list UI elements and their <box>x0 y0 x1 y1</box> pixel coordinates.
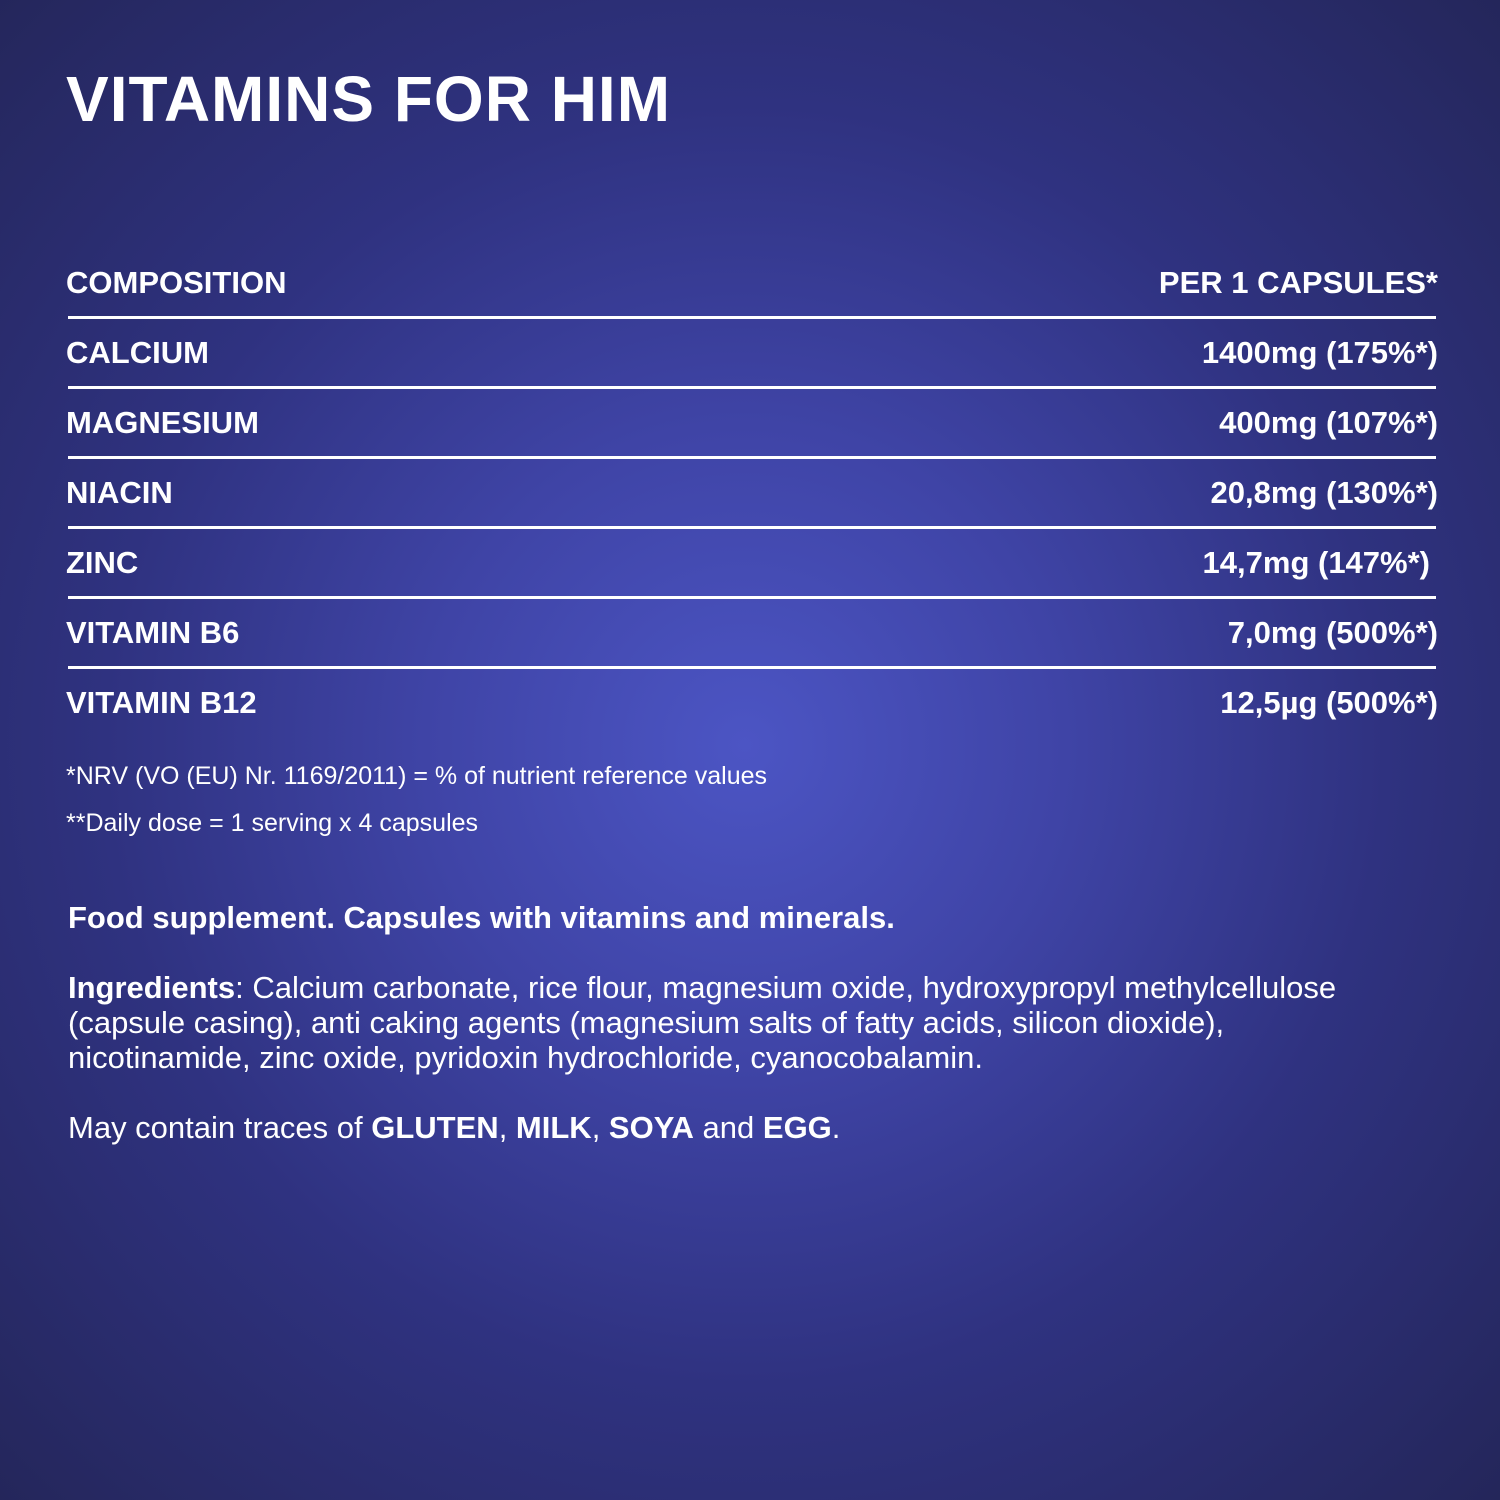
table-row: VITAMIN B12 12,5µg (500%*) <box>66 669 1438 736</box>
table-row: MAGNESIUM 400mg (107%*) <box>66 389 1438 456</box>
nutrient-amount: 20,8mg (130%*) <box>1210 474 1438 510</box>
divider <box>68 666 1436 669</box>
nutrient-name: VITAMIN B12 <box>66 684 257 720</box>
composition-table: COMPOSITION PER 1 CAPSULES* CALCIUM 1400m… <box>66 250 1438 736</box>
footnotes: *NRV (VO (EU) Nr. 1169/2011) = % of nutr… <box>66 762 767 856</box>
separator: , <box>591 1110 609 1145</box>
separator: , <box>498 1110 516 1145</box>
nutrient-amount: 14,7mg (147%*) <box>1202 544 1430 580</box>
ingredients-colon: : <box>235 970 244 1005</box>
divider <box>68 456 1436 459</box>
table-row: NIACIN 20,8mg (130%*) <box>66 459 1438 526</box>
divider <box>68 526 1436 529</box>
table-row: VITAMIN B6 7,0mg (500%*) <box>66 599 1438 666</box>
nutrient-name: VITAMIN B6 <box>66 614 240 650</box>
nutrient-amount: 1400mg (175%*) <box>1201 334 1438 370</box>
separator: and <box>693 1110 763 1145</box>
nrv-note: *NRV (VO (EU) Nr. 1169/2011) = % of nutr… <box>66 762 768 790</box>
divider <box>68 316 1436 319</box>
allergen-soya: SOYA <box>608 1110 694 1145</box>
page-title: VITAMINS FOR HIM <box>66 63 671 135</box>
table-row: ZINC 14,7mg (147%*) <box>66 529 1438 596</box>
header-per-capsule: PER 1 CAPSULES* <box>1158 265 1438 300</box>
divider <box>68 386 1436 389</box>
product-info: Food supplement. Capsules with vitamins … <box>68 900 1398 1180</box>
period: . <box>831 1110 841 1145</box>
description: Food supplement. Capsules with vitamins … <box>68 900 895 935</box>
header-composition: COMPOSITION <box>66 265 287 300</box>
allergen-egg: EGG <box>762 1110 832 1145</box>
allergen-milk: MILK <box>515 1110 592 1145</box>
nutrient-amount: 12,5µg (500%*) <box>1220 684 1438 720</box>
allergen-gluten: GLUTEN <box>371 1110 499 1145</box>
nutrient-name: CALCIUM <box>66 334 209 370</box>
ingredients-label: Ingredients <box>68 970 236 1005</box>
ingredients-text: Calcium carbonate, rice flour, magnesium… <box>68 970 1337 1075</box>
table-header: COMPOSITION PER 1 CAPSULES* <box>66 250 1438 316</box>
nutrient-name: NIACIN <box>66 474 173 510</box>
table-row: CALCIUM 1400mg (175%*) <box>66 319 1438 386</box>
nutrient-name: ZINC <box>66 544 139 580</box>
nutrient-amount: 400mg (107%*) <box>1219 404 1438 440</box>
ingredients: Ingredients: Calcium carbonate, rice flo… <box>68 970 1398 1075</box>
nutrient-name: MAGNESIUM <box>66 404 259 440</box>
divider <box>68 596 1436 599</box>
daily-dose-note: **Daily dose = 1 serving x 4 capsules <box>66 809 479 837</box>
allergen-notice: May contain traces of GLUTEN, MILK, SOYA… <box>68 1110 1398 1145</box>
allergen-prefix: May contain traces of <box>68 1110 372 1145</box>
nutrient-amount: 7,0mg (500%*) <box>1227 614 1438 650</box>
